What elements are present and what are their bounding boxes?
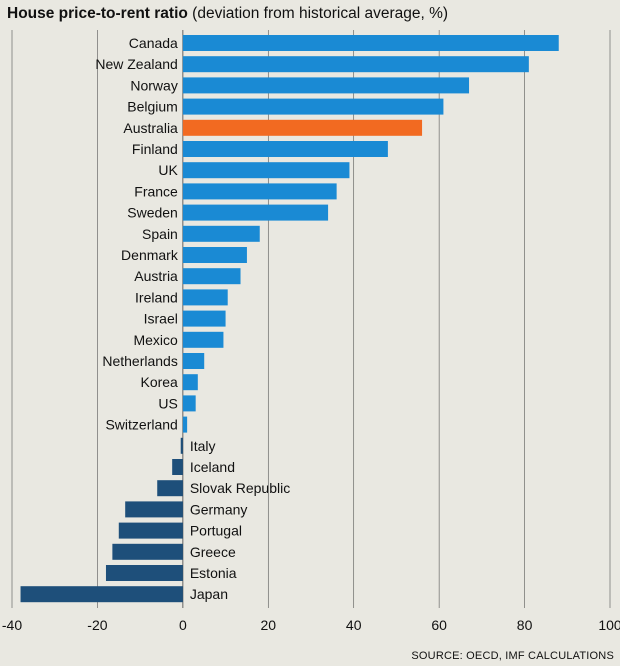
bar (182, 310, 226, 327)
category-label: US (158, 395, 177, 411)
bar (182, 225, 260, 242)
bar (182, 119, 423, 136)
x-tick-label: 60 (431, 617, 447, 633)
bar (182, 204, 329, 221)
bar (182, 395, 196, 412)
bar (182, 416, 188, 433)
category-label: Germany (190, 501, 248, 517)
category-label: Estonia (190, 565, 237, 581)
x-tick-label: 0 (179, 617, 187, 633)
category-label: Mexico (133, 332, 178, 348)
chart-title-main: House price-to-rent ratio (7, 5, 188, 22)
category-label: New Zealand (95, 56, 178, 72)
x-tick-label: 100 (598, 617, 620, 633)
category-label: France (134, 183, 178, 199)
category-label: Austria (134, 268, 178, 284)
category-label: Slovak Republic (190, 480, 290, 496)
category-label: Japan (190, 586, 228, 602)
bar (105, 565, 183, 581)
bar (112, 543, 183, 560)
bar (182, 353, 205, 369)
bar (182, 247, 247, 263)
bar (172, 459, 183, 475)
bar (125, 501, 183, 518)
category-label: Netherlands (102, 353, 178, 369)
x-tick-label: -40 (2, 617, 22, 633)
source-note: SOURCE: OECD, IMF CALCULATIONS (411, 650, 614, 662)
category-label: Australia (123, 120, 178, 136)
chart-subtitle: (deviation from historical average, %) (192, 5, 449, 22)
bar (182, 77, 470, 94)
category-label: Denmark (121, 247, 179, 263)
category-label: Belgium (127, 99, 178, 115)
bar (182, 331, 224, 348)
category-label: UK (158, 162, 178, 178)
category-label: Greece (190, 544, 236, 560)
category-label: Spain (142, 226, 178, 242)
category-label: Sweden (127, 205, 178, 221)
x-tick-label: 40 (346, 617, 362, 633)
bar (182, 289, 228, 306)
bar (182, 35, 559, 51)
chart-title: House price-to-rent ratio (deviation fro… (7, 5, 448, 23)
bar (182, 162, 350, 179)
category-label: Iceland (190, 459, 235, 475)
bar (182, 141, 388, 157)
category-label: Canada (129, 35, 178, 51)
bar (20, 586, 183, 603)
bar (180, 437, 183, 454)
bar (182, 268, 241, 285)
category-label: Ireland (135, 289, 178, 305)
bar (157, 480, 183, 497)
category-label: Italy (190, 438, 216, 454)
category-label: Israel (144, 311, 178, 327)
bar (182, 98, 444, 115)
bar (182, 183, 337, 200)
x-tick-label: 80 (517, 617, 533, 633)
bar (118, 522, 183, 539)
category-label: Norway (130, 77, 177, 93)
category-label: Korea (140, 374, 178, 390)
x-tick-label: -20 (87, 617, 107, 633)
bar (182, 374, 198, 391)
category-label: Portugal (190, 523, 242, 539)
category-label: Switzerland (105, 417, 177, 433)
bar (182, 56, 529, 73)
x-tick-label: 20 (260, 617, 276, 633)
category-label: Finland (132, 141, 178, 157)
